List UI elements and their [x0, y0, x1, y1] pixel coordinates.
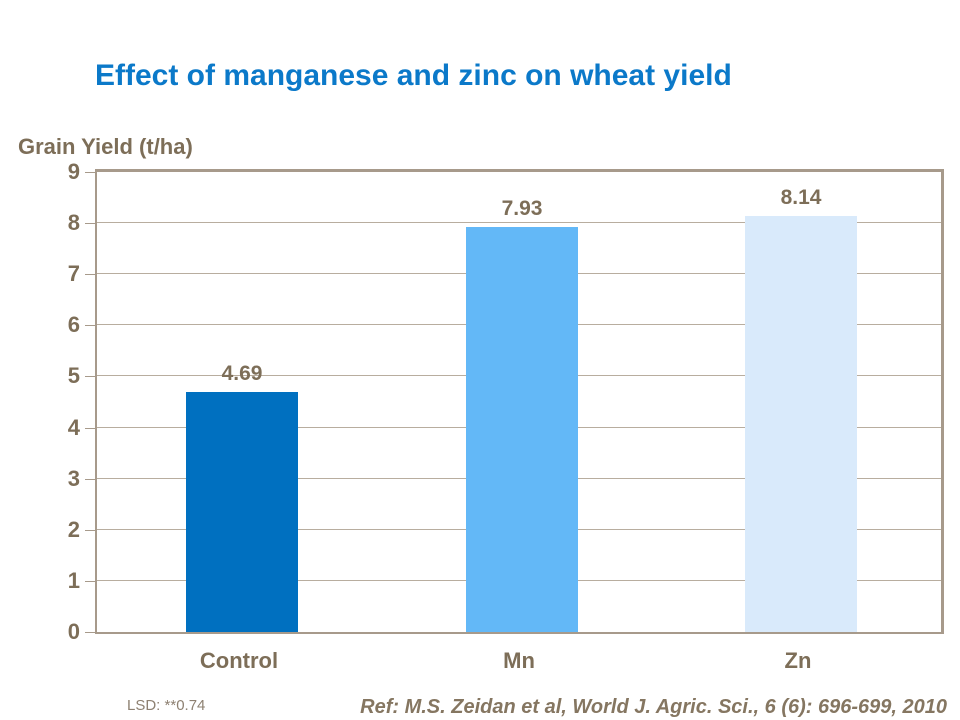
value-label-zn: 8.14	[780, 185, 822, 209]
lsd-annotation: LSD: **0.74	[127, 697, 206, 714]
y-tick-label: 9	[67, 159, 80, 184]
y-tick-mark	[85, 376, 95, 378]
bar-mn	[466, 226, 578, 632]
y-tick-mark	[85, 478, 95, 480]
y-tick-mark	[85, 427, 95, 429]
chart-title: Effect of manganese and zinc on wheat yi…	[95, 59, 732, 92]
gridline	[97, 222, 941, 224]
bar-control	[186, 392, 298, 632]
y-tick-label: 4	[67, 414, 80, 440]
y-tick-label: 0	[67, 619, 80, 644]
y-tick-mark	[85, 580, 95, 582]
y-tick-mark	[85, 325, 95, 327]
y-tick-label: 6	[67, 312, 80, 338]
x-label-control: Control	[199, 648, 279, 673]
x-label-zn: Zn	[784, 648, 812, 673]
x-label-mn: Mn	[503, 648, 535, 673]
y-tick-label: 3	[67, 465, 80, 491]
y-tick-mark	[85, 632, 95, 633]
y-tick-label: 8	[67, 210, 80, 236]
reference-citation: Ref: M.S. Zeidan et al, World J. Agric. …	[360, 696, 947, 718]
y-axis-title: Grain Yield (t/ha)	[18, 134, 193, 159]
y-tick-label: 7	[67, 261, 80, 287]
y-tick-label: 2	[67, 516, 80, 542]
bar-zn	[745, 215, 857, 632]
y-tick-mark	[85, 223, 95, 225]
y-tick-label: 1	[67, 567, 80, 593]
y-tick-mark	[85, 172, 95, 173]
value-label-mn: 7.93	[501, 196, 543, 220]
plot-area	[95, 169, 944, 634]
y-tick-mark	[85, 274, 95, 276]
y-tick-mark	[85, 529, 95, 531]
value-label-control: 4.69	[221, 362, 263, 386]
y-tick-label: 5	[67, 363, 80, 389]
